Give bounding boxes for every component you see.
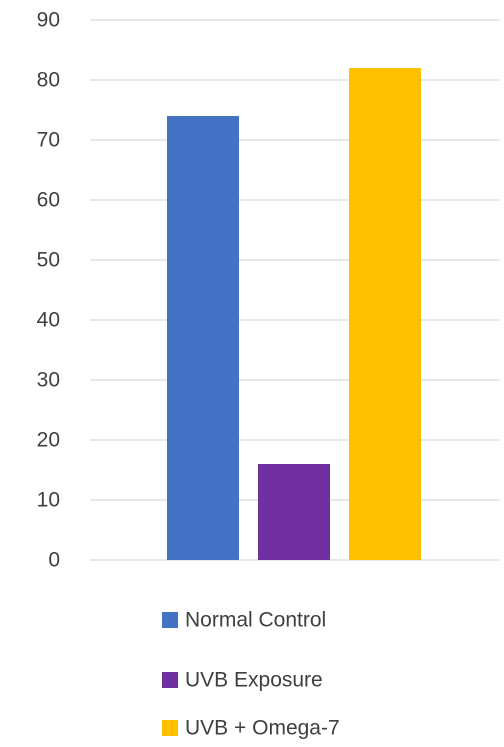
legend-swatch-uvb-omega-7 xyxy=(162,720,178,736)
y-tick-label: 90 xyxy=(37,9,60,32)
y-tick-label: 50 xyxy=(37,249,60,272)
y-tick-label: 10 xyxy=(37,489,60,512)
y-tick-label: 0 xyxy=(48,549,60,572)
legend-label-uvb-exposure: UVB Exposure xyxy=(185,669,323,692)
legend-swatch-normal-control xyxy=(162,612,178,628)
y-tick-label: 40 xyxy=(37,309,60,332)
y-tick-label: 60 xyxy=(37,189,60,212)
bar-uvb-omega-7 xyxy=(349,68,421,560)
gridlines xyxy=(90,19,500,561)
legend: Normal Control UVB Exposure UVB + Omega-7 xyxy=(162,609,340,740)
legend-label-normal-control: Normal Control xyxy=(185,609,326,632)
y-tick-label: 30 xyxy=(37,369,60,392)
bars xyxy=(167,68,421,560)
y-axis-tick-labels: 0 10 20 30 40 50 60 70 80 90 xyxy=(37,9,60,572)
legend-swatch-uvb-exposure xyxy=(162,672,178,688)
legend-label-uvb-omega-7: UVB + Omega-7 xyxy=(185,717,340,740)
y-tick-label: 20 xyxy=(37,429,60,452)
y-tick-label: 80 xyxy=(37,69,60,92)
y-tick-label: 70 xyxy=(37,129,60,152)
bar-normal-control xyxy=(167,116,239,560)
bar-uvb-exposure xyxy=(258,464,330,560)
